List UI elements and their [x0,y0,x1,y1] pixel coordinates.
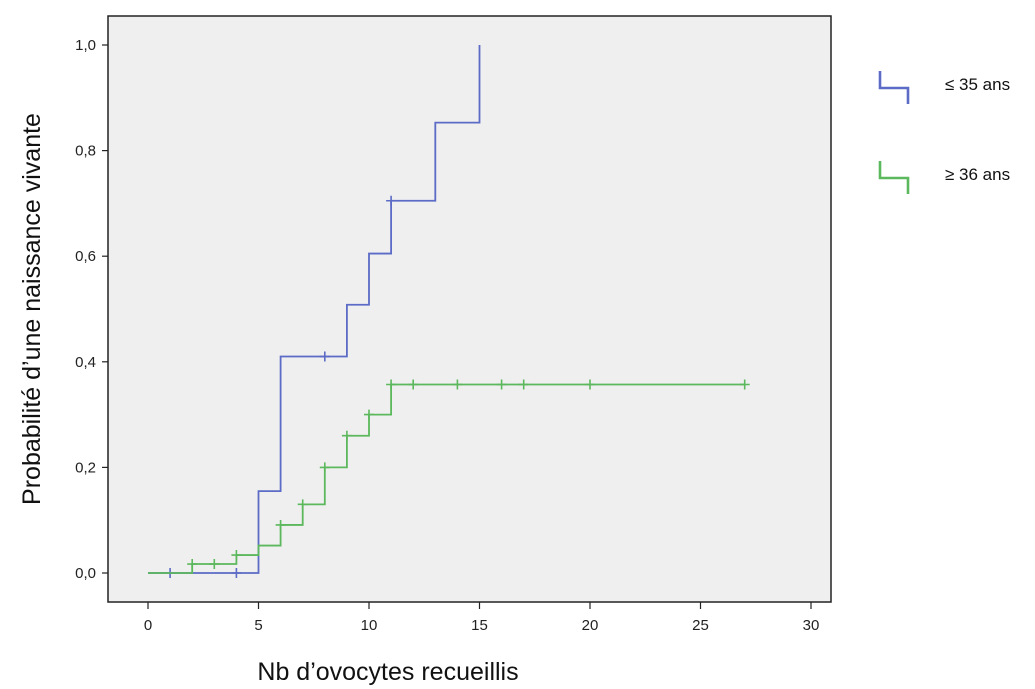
y-tick-label: 0,2 [75,459,96,476]
censor-mark [231,568,242,578]
censor-mark [341,430,352,441]
censor-mark [739,379,750,390]
censor-mark [585,379,595,390]
legend-label: ≤ 35 ans [945,75,1010,94]
censor-mark [518,379,529,390]
y-tick-label: 0,6 [75,248,96,265]
y-tick-label: 0,4 [75,354,96,371]
x-axis-title: Nb d’ovocytes recueillis [257,658,518,686]
legend-swatch [878,161,910,194]
x-tick-label: 15 [471,617,488,634]
series-1 [148,45,481,578]
censor-mark [496,379,507,390]
x-tick-label: 30 [803,617,820,634]
x-tick-label: 10 [361,617,378,634]
x-axis: 0 5 10 15 20 25 30 [144,602,820,634]
censor-mark [452,379,463,390]
legend: ≤ 35 ans ≥ 36 ans [878,71,1010,194]
censor-mark [408,379,419,390]
series-2 [148,379,750,574]
censor-mark [231,550,242,561]
censor-mark [386,195,397,206]
y-axis-title: Probabilité d’une naissance vivante [18,113,46,505]
y-axis: 0,0 0,2 0,4 0,6 0,8 1,0 [75,37,108,582]
y-tick-label: 0,0 [75,565,96,582]
censor-mark [187,559,198,570]
censor-mark [209,559,220,570]
x-tick-label: 0 [144,617,152,634]
x-tick-label: 25 [692,617,709,634]
legend-label: ≥ 36 ans [945,165,1010,184]
x-tick-label: 20 [582,617,599,634]
plot-area [107,15,832,603]
y-tick-label: 1,0 [75,37,96,54]
censor-mark [386,379,397,390]
censor-mark [319,351,330,362]
x-tick-label: 5 [254,617,262,634]
censor-mark [275,519,286,530]
censor-mark [319,462,330,473]
censor-mark [364,409,374,420]
legend-swatch [878,71,910,104]
y-tick-label: 0,8 [75,143,96,160]
series-line [148,45,481,574]
censor-mark [297,499,308,510]
series-layer [148,45,750,578]
